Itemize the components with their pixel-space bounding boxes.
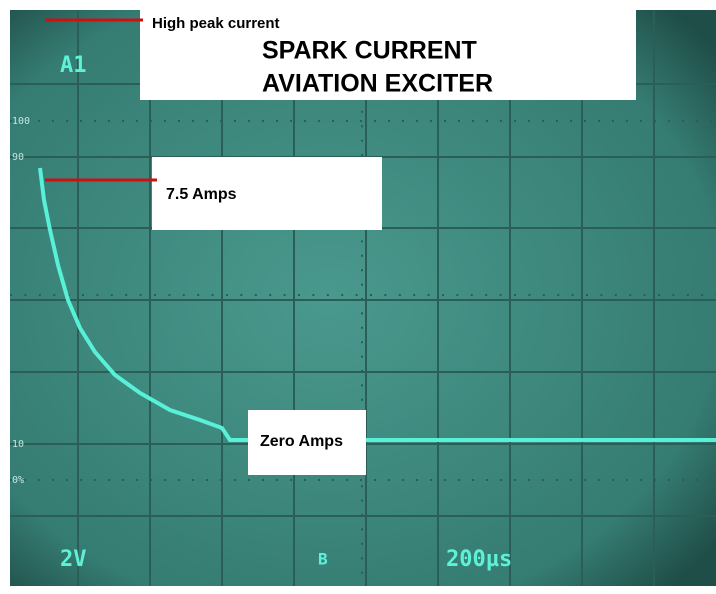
title: AVIATION EXCITER xyxy=(262,70,493,98)
volts-label: 2V xyxy=(60,547,87,572)
annotation: Zero Amps xyxy=(260,433,343,450)
graticule-label: 0% xyxy=(12,475,24,486)
time-label: 200µs xyxy=(446,547,512,572)
note: High peak current xyxy=(152,15,280,32)
scope-photo: 100 90 10 0% A1 2V B 200µs High peak cur… xyxy=(0,0,716,589)
graticule-label: 90 xyxy=(12,152,24,163)
graticule-label: 100 xyxy=(12,116,30,127)
graticule-label: 10 xyxy=(12,439,24,450)
trigger-label: B xyxy=(318,550,328,569)
annotation: 7.5 Amps xyxy=(166,186,237,203)
title: SPARK CURRENT xyxy=(262,37,477,65)
channel-label: A1 xyxy=(60,53,87,78)
